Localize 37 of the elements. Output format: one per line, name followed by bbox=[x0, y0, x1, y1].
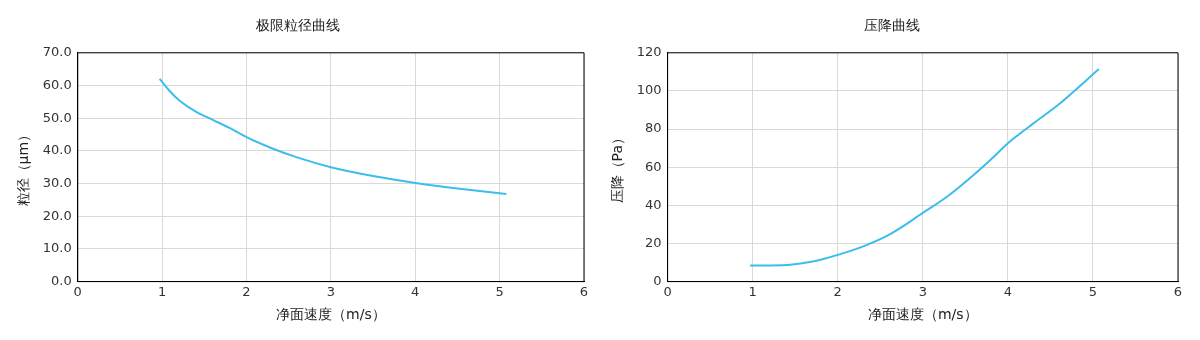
x-tick-label: 6 bbox=[579, 283, 589, 299]
y-tick-label: 80 bbox=[645, 120, 662, 136]
y-tick-label: 120 bbox=[636, 44, 662, 60]
chart-title: 压降曲线 bbox=[864, 17, 920, 34]
x-tick-label: 1 bbox=[748, 283, 757, 299]
x-tick-label: 1 bbox=[157, 283, 167, 299]
y-tick-label: 40 bbox=[645, 196, 662, 212]
line-series bbox=[749, 68, 1100, 267]
y-tick-label: 60.0 bbox=[42, 76, 72, 92]
y-tick-label: 100 bbox=[636, 82, 662, 98]
y-tick-label: 0.0 bbox=[51, 272, 72, 288]
y-tick-label: 70.0 bbox=[42, 44, 72, 60]
x-tick-label: 2 bbox=[833, 283, 842, 299]
y-tick-label: 60 bbox=[645, 158, 662, 174]
x-axis-title: 净面速度（m/s） bbox=[276, 306, 386, 323]
y-tick-label: 20 bbox=[645, 234, 662, 250]
x-axis-title: 净面速度（m/s） bbox=[867, 306, 978, 323]
x-tick-label: 2 bbox=[242, 283, 251, 299]
y-tick-label: 0 bbox=[653, 272, 662, 288]
y-tick-label: 40.0 bbox=[42, 142, 72, 158]
y-axis-title: 压降（Pa） bbox=[609, 131, 626, 204]
x-tick-label: 5 bbox=[1088, 283, 1098, 299]
chart-title: 极限粒径曲线 bbox=[255, 17, 340, 34]
x-tick-label: 4 bbox=[1003, 283, 1013, 299]
y-tick-label: 50.0 bbox=[42, 109, 72, 125]
x-tick-label: 3 bbox=[326, 283, 336, 299]
line-series bbox=[158, 77, 508, 195]
x-tick-label: 5 bbox=[495, 283, 504, 299]
y-tick-label: 30.0 bbox=[42, 174, 72, 190]
x-tick-label: 3 bbox=[918, 283, 927, 299]
x-tick-label: 6 bbox=[1173, 283, 1183, 299]
x-tick-label: 0 bbox=[73, 283, 82, 299]
x-tick-label: 4 bbox=[411, 283, 420, 299]
y-tick-label: 20.0 bbox=[42, 207, 72, 223]
x-tick-label: 0 bbox=[663, 283, 672, 299]
y-tick-label: 10.0 bbox=[42, 240, 72, 256]
y-axis-title: 粒径（μm） bbox=[15, 127, 32, 207]
